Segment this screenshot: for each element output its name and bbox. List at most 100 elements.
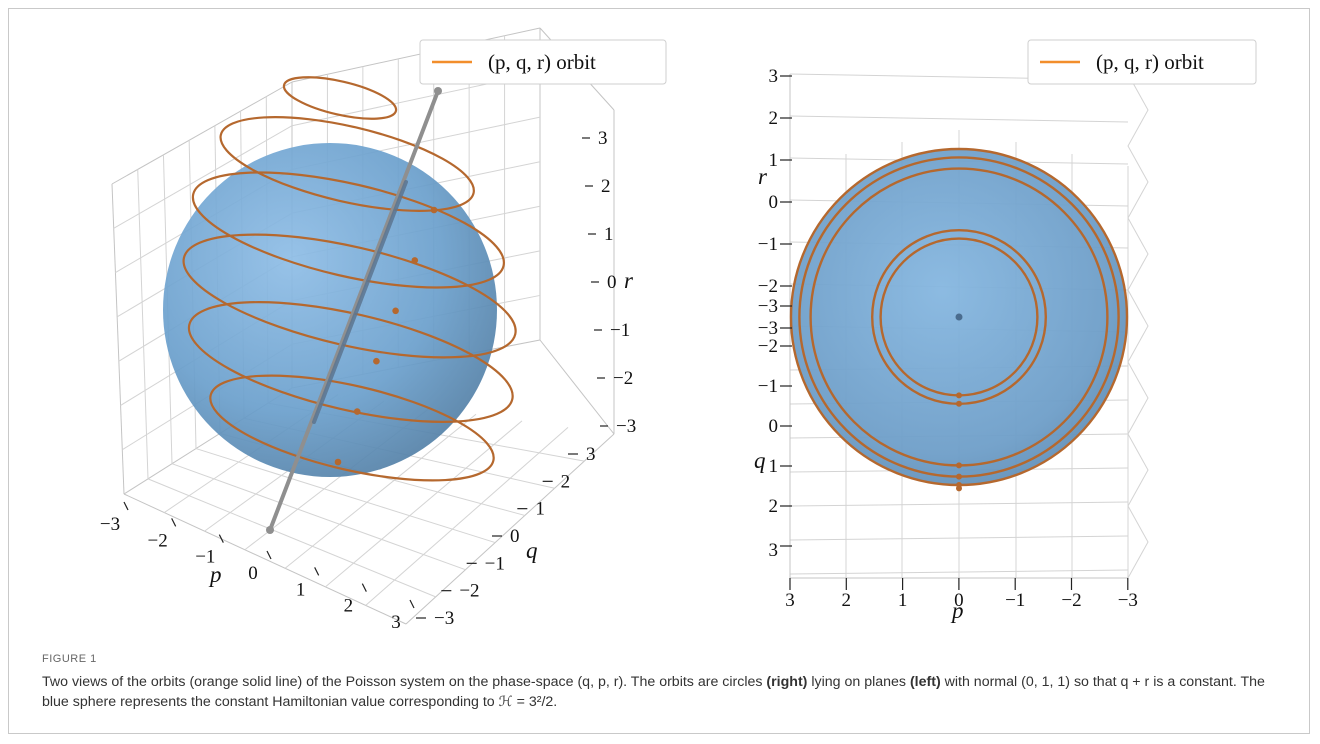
grid-edge: [111, 183, 125, 495]
orbit-curve: [209, 374, 495, 482]
grid-line: [325, 420, 523, 588]
right-legend-label: (p, q, r) orbit: [1096, 50, 1204, 74]
grid-edge: [291, 27, 541, 83]
p-tick-label: −3: [100, 514, 120, 535]
axis-endpoint: [266, 526, 274, 534]
grid-edge: [539, 339, 615, 435]
grid-edge: [111, 81, 293, 185]
r-tick-label: 1: [604, 224, 614, 245]
r-tick-label: −1: [758, 234, 778, 255]
grid-edge: [405, 433, 615, 625]
left-sphere: [163, 143, 497, 477]
q-tick-label: −2: [459, 581, 479, 602]
p-tick-label: 3: [391, 612, 401, 633]
left-axis-label-q: q: [526, 538, 538, 563]
q-tick-label: 3: [586, 444, 596, 465]
orbit-curve: [219, 116, 475, 212]
p-tick-label: 3: [785, 590, 795, 611]
orbit-marker: [956, 485, 962, 492]
orbit-curve: [191, 171, 505, 289]
r-tick-label: 3: [769, 66, 779, 87]
grid-zigzag: [1127, 73, 1149, 579]
caption-part: (right): [766, 674, 808, 690]
right-legend-box: [1027, 39, 1257, 85]
caption-part: with normal (0, 1, 1) so that q + r is a…: [42, 674, 1265, 710]
q-tick-label: 2: [769, 496, 779, 517]
left-orbits: [182, 76, 517, 482]
caption-part: Two views of the orbits (orange solid li…: [42, 674, 767, 690]
grid-edge: [123, 493, 407, 625]
left-center-markers: [334, 206, 438, 466]
right-axis-label-r: r: [758, 164, 768, 189]
left-legend-box: [419, 39, 667, 85]
q-tick-label: −2: [758, 336, 778, 357]
q-tick-label: 1: [769, 456, 779, 477]
q-tick-label: 0: [769, 416, 779, 437]
grid-line: [789, 115, 1129, 123]
orbit-center-marker: [353, 408, 361, 415]
orbit-marker: [956, 392, 962, 399]
left-legend-label: (p, q, r) orbit: [488, 50, 596, 74]
right-legend: (p, q, r) orbit: [1027, 39, 1257, 85]
grid-line: [789, 501, 1129, 507]
p-tick-label: 0: [954, 590, 964, 611]
p-tick-mark: [171, 518, 177, 527]
q-tick-label: 2: [561, 471, 571, 492]
r-tick-label: −3: [758, 318, 778, 339]
grid-line: [365, 427, 569, 606]
r-tick-label: 3: [598, 128, 608, 149]
r-tick-label: −1: [610, 320, 630, 341]
axis-endpoint: [434, 87, 442, 95]
q-tick-label: 1: [535, 499, 545, 520]
grid-line: [147, 478, 436, 598]
grid-line: [789, 535, 1129, 541]
r-tick-label: 0: [769, 192, 779, 213]
q-tick-label: 3: [769, 540, 779, 561]
p-tick-label: 1: [296, 579, 306, 600]
left-legend: (p, q, r) orbit: [419, 39, 667, 85]
grid-line: [113, 125, 293, 229]
orbit-center-marker: [373, 357, 380, 365]
right-axis-label-p: p: [950, 598, 964, 623]
left-axis-line: [266, 87, 442, 534]
figure-label: FIGURE 1: [42, 653, 97, 665]
axis-segment-inside: [312, 180, 408, 424]
p-tick-label: 2: [344, 596, 354, 617]
q-tick-label: −3: [434, 608, 454, 629]
p-tick-mark: [266, 550, 272, 560]
right-markers: [955, 313, 963, 492]
orbit-center-marker: [334, 458, 342, 466]
p-tick-label: −1: [1005, 590, 1025, 611]
orbit-marker: [956, 473, 962, 480]
orbit-curve: [187, 301, 514, 423]
r-tick-label: −2: [613, 368, 633, 389]
p-tick-label: −2: [1061, 590, 1081, 611]
orbit-marker: [956, 462, 962, 469]
p-tick-label: 0: [248, 563, 258, 584]
q-tick-label: −1: [758, 376, 778, 397]
grid-line: [789, 569, 1129, 575]
left-axis-label-r: r: [624, 268, 634, 293]
p-tick-label: −2: [148, 530, 168, 551]
q-tick-label: −3: [758, 296, 778, 317]
r-tick-label: 2: [769, 108, 779, 129]
caption-part: lying on planes: [807, 674, 910, 690]
p-tick-mark: [409, 599, 415, 609]
p-tick-mark: [314, 567, 320, 576]
r-tick-label: 2: [601, 176, 611, 197]
r-tick-label: 1: [769, 150, 779, 171]
caption-part: (left): [909, 674, 941, 690]
grid-line: [171, 463, 466, 571]
orbit-center-marker: [392, 307, 399, 315]
grid-line: [195, 448, 496, 544]
orbit-curve: [182, 233, 517, 359]
p-tick-mark: [361, 583, 367, 592]
p-tick-label: −3: [1118, 590, 1138, 611]
grid-line: [284, 413, 477, 569]
q-tick-label: 0: [510, 526, 520, 547]
p-tick-label: 1: [898, 590, 908, 611]
orbit-center-marker: [430, 206, 438, 214]
